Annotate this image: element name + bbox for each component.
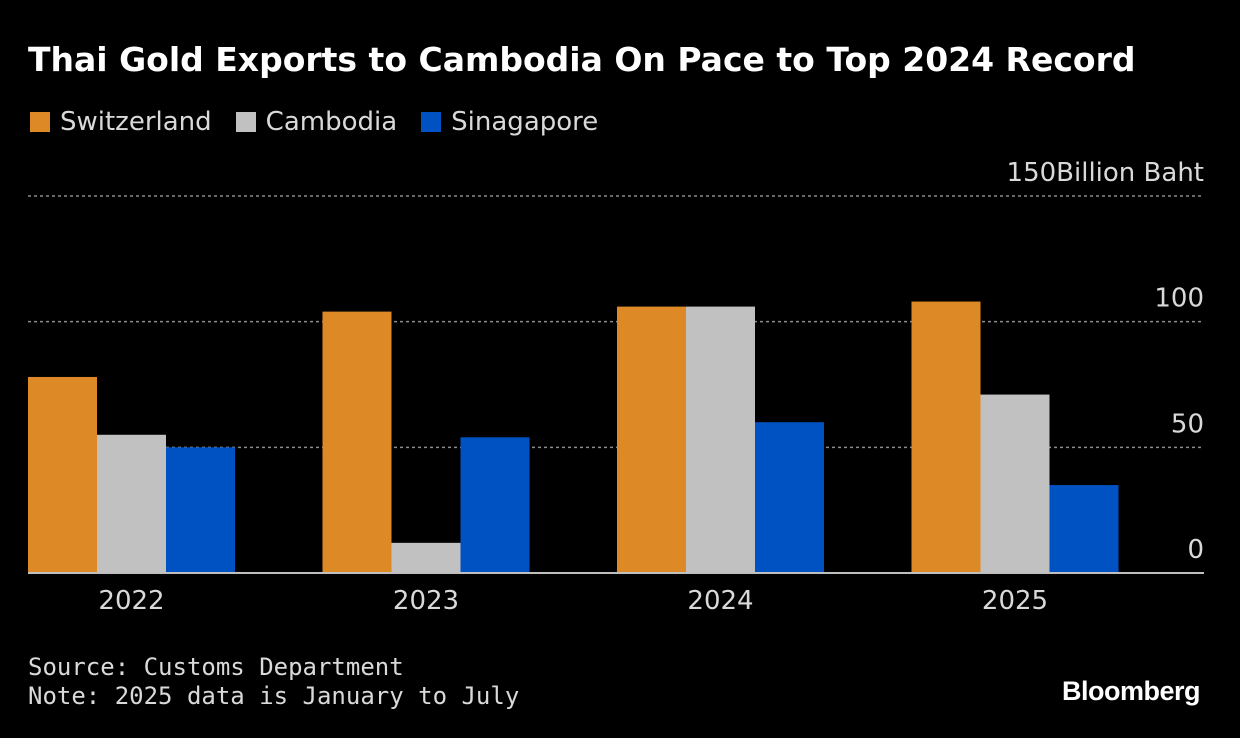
x-tick-label-2025: 2025 [982, 586, 1048, 616]
bar-cambodia-2024 [686, 306, 755, 573]
legend: Switzerland Cambodia Sinagapore [30, 107, 598, 137]
chart-title: Thai Gold Exports to Cambodia On Pace to… [28, 40, 1136, 79]
legend-item-cambodia: Cambodia [235, 107, 398, 137]
legend-label-switzerland: Switzerland [60, 107, 212, 137]
y-tick-label-100: 100 [1154, 284, 1204, 314]
bar-sinagapore-2023 [460, 437, 530, 573]
bar-cambodia-2025 [980, 394, 1050, 573]
bar-switzerland-2022 [28, 376, 97, 573]
x-tick-label-2022: 2022 [98, 586, 164, 616]
footer: Source: Customs Department Note: 2025 da… [28, 653, 519, 711]
x-tick-label-2023: 2023 [393, 586, 459, 616]
source-note: Source: Customs Department [28, 653, 404, 681]
bar-cambodia-2022 [97, 434, 166, 573]
bar-chart: 0 50 100 150Billion Baht 2022 2023 2024 2025 [28, 158, 1204, 616]
legend-item-singapore: Sinagapore [421, 107, 598, 137]
legend-item-switzerland: Switzerland [30, 107, 212, 137]
bar-switzerland-2025 [911, 301, 981, 573]
bar-sinagapore-2022 [166, 447, 235, 573]
bar-switzerland-2024 [617, 306, 686, 573]
legend-swatch-cambodia [235, 112, 256, 132]
legend-label-cambodia: Cambodia [265, 107, 398, 137]
bloomberg-logo: Bloomberg [1061, 676, 1201, 706]
legend-swatch-singapore [421, 112, 442, 132]
y-tick-label-50: 50 [1171, 409, 1204, 439]
y-tick-label-150: 150Billion Baht [1007, 158, 1204, 188]
legend-swatch-switzerland [30, 112, 50, 132]
bar-sinagapore-2024 [755, 422, 824, 573]
y-tick-label-0: 0 [1187, 535, 1204, 565]
data-note: Note: 2025 data is January to July [28, 682, 520, 710]
bar-sinagapore-2025 [1049, 485, 1119, 573]
bar-switzerland-2023 [322, 311, 392, 573]
legend-label-singapore: Sinagapore [451, 107, 599, 137]
bar-cambodia-2023 [391, 542, 461, 573]
x-tick-label-2024: 2024 [687, 586, 753, 616]
